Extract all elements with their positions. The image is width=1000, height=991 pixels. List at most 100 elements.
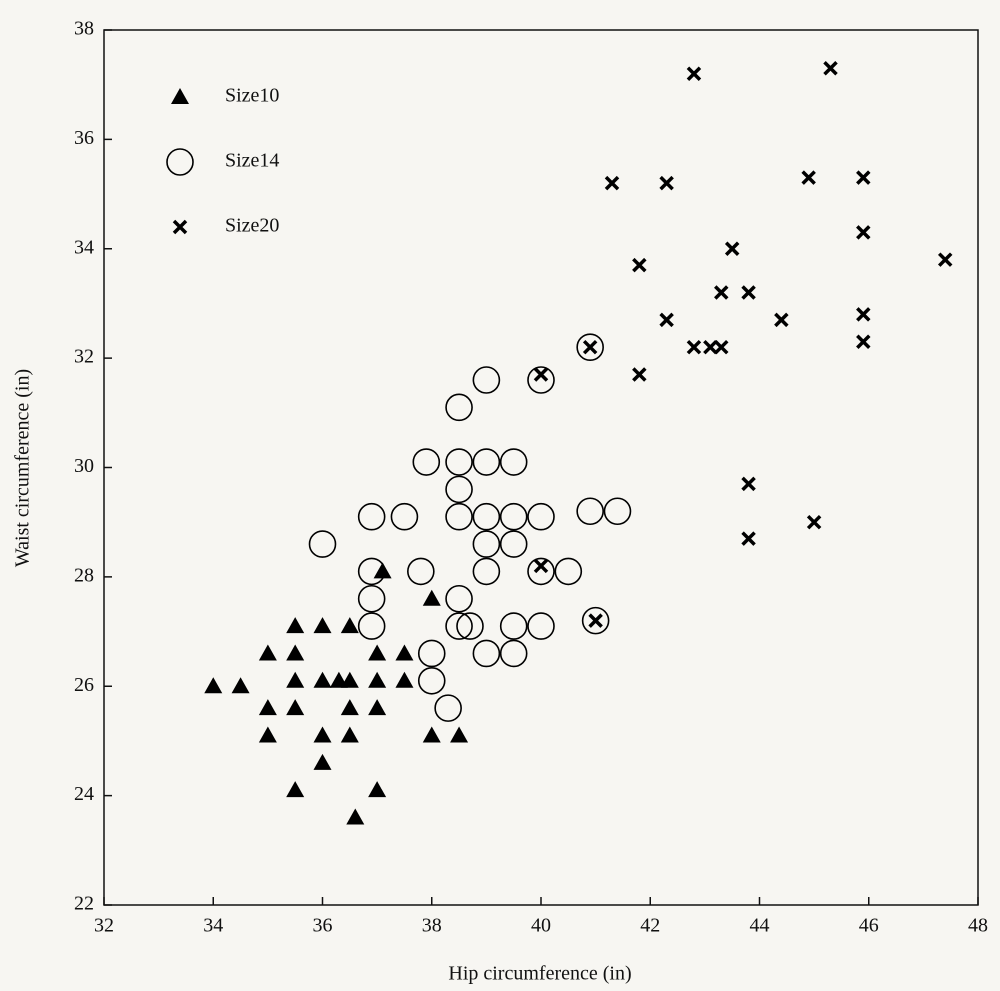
point — [937, 252, 953, 267]
point — [472, 366, 501, 394]
point — [368, 644, 387, 661]
point — [422, 726, 441, 743]
legend-label: Size14 — [225, 150, 279, 172]
point — [286, 781, 305, 798]
point — [527, 366, 555, 394]
point — [856, 170, 871, 185]
point — [527, 502, 555, 531]
legend-label: Size10 — [225, 85, 279, 107]
point — [308, 530, 337, 558]
point — [357, 584, 386, 613]
x-tick-label: 42 — [640, 915, 660, 937]
point — [407, 557, 435, 586]
point — [527, 557, 555, 586]
point — [472, 502, 501, 531]
x-tick-label: 40 — [531, 915, 551, 937]
point — [499, 502, 528, 531]
point — [582, 339, 598, 355]
point — [417, 666, 446, 695]
point — [445, 584, 473, 613]
point — [231, 677, 250, 694]
y-tick-label: 36 — [74, 127, 94, 149]
point — [445, 475, 473, 504]
point — [499, 612, 528, 640]
point — [450, 726, 469, 743]
point — [714, 339, 729, 355]
point — [357, 502, 386, 531]
point — [472, 557, 501, 586]
y-tick-label: 30 — [74, 455, 94, 477]
point — [340, 671, 359, 688]
point — [856, 334, 871, 349]
point — [603, 497, 632, 526]
x-tick-label: 44 — [750, 915, 770, 937]
point — [588, 613, 603, 628]
point — [445, 612, 473, 640]
point — [434, 694, 462, 722]
x-axis-label: Hip circumference (in) — [448, 963, 631, 985]
legend-marker — [171, 88, 189, 104]
point — [313, 617, 332, 634]
legend-marker — [166, 148, 194, 176]
point — [581, 606, 610, 635]
point — [527, 612, 555, 640]
point — [533, 367, 549, 382]
y-tick-label: 22 — [74, 893, 94, 915]
point — [395, 671, 414, 688]
point — [340, 726, 359, 743]
legend-label: Size20 — [225, 215, 279, 237]
point — [204, 677, 223, 694]
point — [714, 285, 729, 300]
point — [357, 612, 386, 640]
point — [741, 476, 756, 492]
point — [313, 726, 332, 743]
point — [741, 531, 756, 546]
point — [472, 448, 501, 476]
point — [472, 530, 501, 558]
point — [445, 393, 473, 422]
point — [422, 589, 441, 606]
x-tick-label: 36 — [313, 915, 333, 937]
point — [340, 699, 359, 716]
point — [412, 448, 441, 476]
y-tick-label: 38 — [74, 18, 94, 40]
point — [395, 644, 414, 661]
x-tick-label: 46 — [859, 915, 879, 937]
point — [801, 170, 816, 185]
point — [576, 497, 604, 526]
point — [499, 639, 528, 668]
point — [258, 699, 277, 716]
y-axis-label: Waist circumference (in) — [12, 369, 34, 567]
point — [258, 726, 277, 743]
point — [390, 502, 419, 531]
point — [313, 753, 332, 770]
point — [856, 307, 871, 322]
point — [456, 612, 484, 640]
point — [774, 312, 789, 328]
point — [554, 557, 583, 586]
point — [632, 257, 647, 273]
point — [445, 448, 473, 476]
point — [724, 241, 740, 256]
point — [286, 644, 305, 661]
point — [576, 333, 604, 361]
point — [346, 808, 365, 825]
point — [856, 225, 871, 240]
point — [445, 502, 473, 531]
point — [632, 367, 647, 382]
point — [286, 617, 305, 634]
point — [472, 639, 501, 668]
point — [741, 285, 756, 300]
point — [286, 671, 305, 688]
point — [417, 639, 446, 668]
point — [703, 339, 718, 355]
y-tick-label: 26 — [74, 674, 94, 696]
point — [368, 699, 387, 716]
point — [368, 671, 387, 688]
x-tick-label: 34 — [203, 915, 223, 937]
point — [499, 530, 528, 558]
point — [659, 312, 674, 328]
point — [499, 448, 528, 476]
